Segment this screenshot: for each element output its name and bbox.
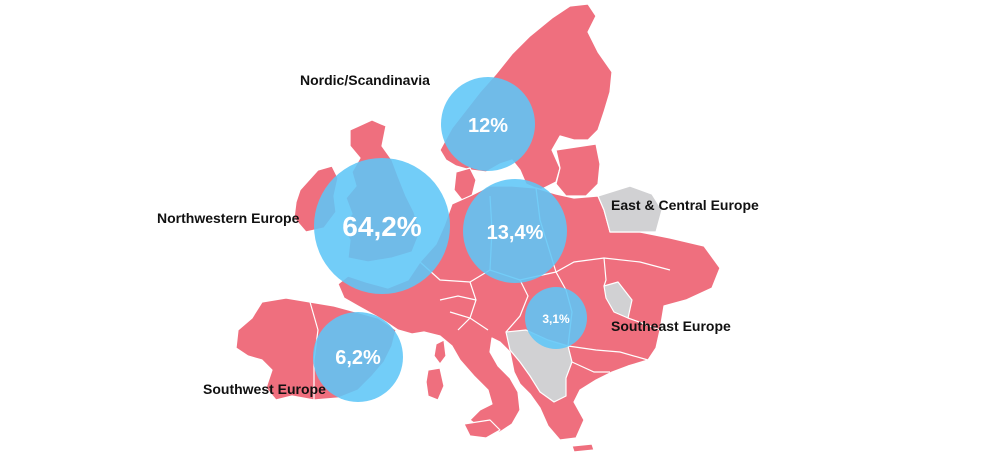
bubble-east-central [463, 179, 567, 283]
label-nordic: Nordic/Scandinavia [300, 72, 430, 88]
baltics-shape [555, 143, 601, 197]
bubble-northwestern [314, 158, 450, 294]
value-southwest: 6,2% [335, 347, 381, 369]
belarus-shape [597, 185, 663, 233]
sicily-shape [463, 419, 501, 439]
label-northwestern: Northwestern Europe [157, 210, 300, 226]
region-bubbles [313, 77, 587, 402]
crete-shape [571, 443, 595, 453]
label-southwest: Southwest Europe [203, 381, 326, 397]
value-southeast: 3,1% [542, 312, 570, 326]
bubble-southwest [313, 312, 403, 402]
label-southeast: Southeast Europe [611, 318, 731, 334]
value-northwestern: 64,2% [342, 211, 421, 242]
value-nordic: 12% [468, 115, 508, 137]
corsica-shape [433, 339, 447, 365]
sardinia-shape [425, 367, 445, 401]
bubble-nordic [441, 77, 535, 171]
bubble-southeast [525, 287, 587, 349]
label-east-central: East & Central Europe [611, 197, 759, 213]
value-east-central: 13,4% [487, 222, 544, 244]
